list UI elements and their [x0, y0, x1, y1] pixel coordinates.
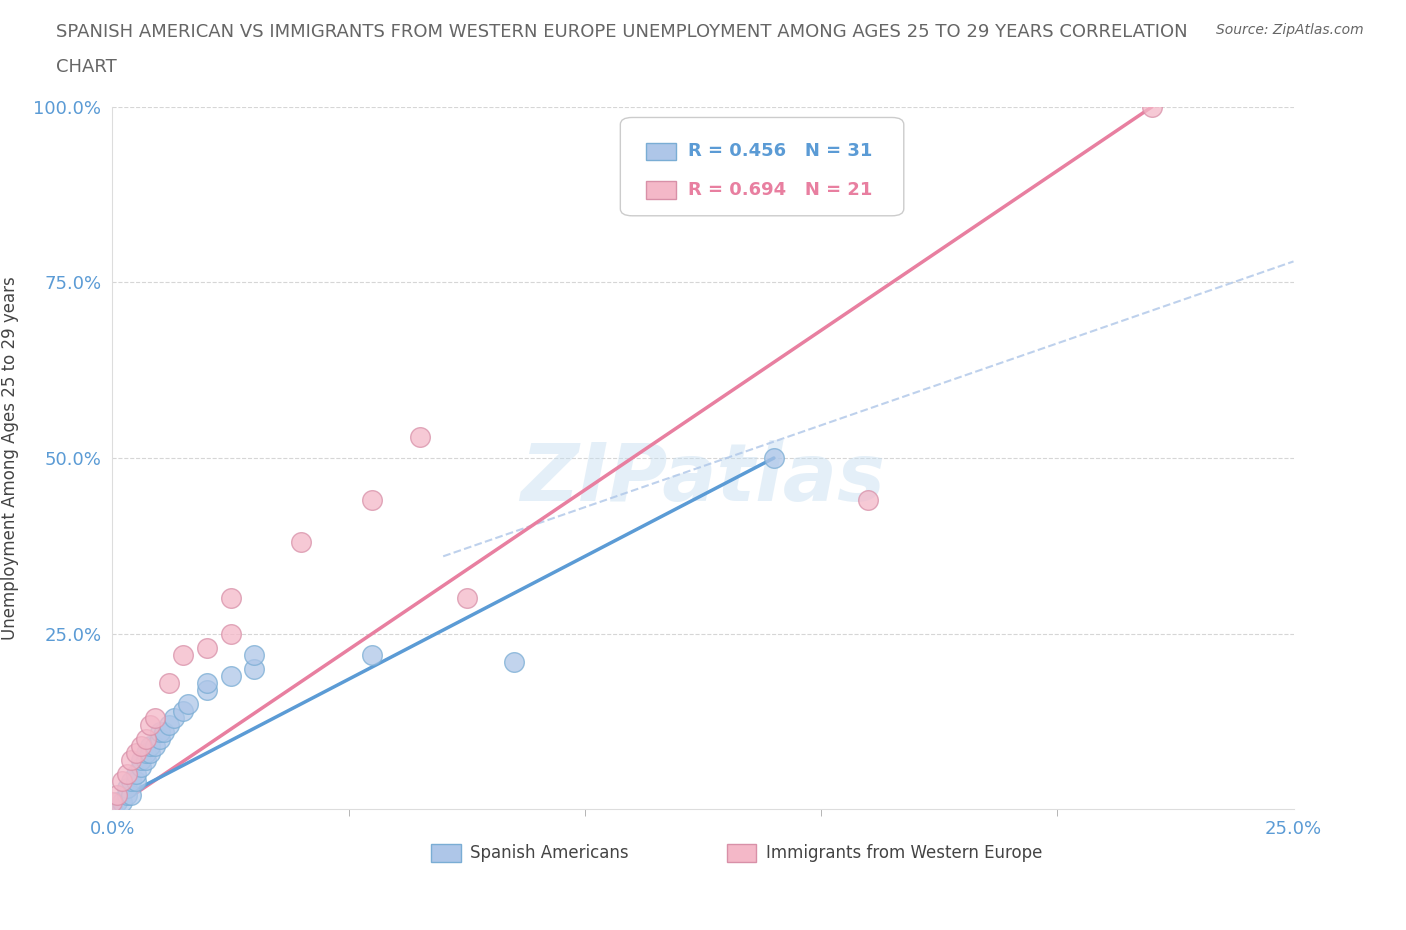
FancyBboxPatch shape — [727, 844, 756, 862]
Point — [135, 731, 157, 746]
Point — [361, 647, 384, 662]
Text: SPANISH AMERICAN VS IMMIGRANTS FROM WESTERN EUROPE UNEMPLOYMENT AMONG AGES 25 TO: SPANISH AMERICAN VS IMMIGRANTS FROM WEST… — [56, 23, 1188, 41]
FancyBboxPatch shape — [647, 142, 676, 160]
FancyBboxPatch shape — [432, 844, 461, 862]
Point — [105, 788, 128, 803]
Point — [101, 802, 124, 817]
Point — [143, 738, 166, 753]
Point — [163, 711, 186, 725]
Point — [129, 752, 152, 767]
Point — [172, 647, 194, 662]
Point — [157, 675, 180, 690]
Point — [129, 760, 152, 775]
Point — [149, 731, 172, 746]
Point — [243, 661, 266, 676]
Text: R = 0.694   N = 21: R = 0.694 N = 21 — [688, 181, 872, 199]
Point — [219, 626, 242, 641]
Point — [219, 591, 242, 606]
Point — [219, 669, 242, 684]
Point — [135, 746, 157, 761]
Point — [111, 774, 134, 789]
Point — [125, 746, 148, 761]
Point — [762, 451, 785, 466]
Point — [408, 430, 430, 445]
Point — [139, 746, 162, 761]
Point — [115, 788, 138, 803]
Point — [195, 675, 218, 690]
Point — [120, 774, 142, 789]
Point — [115, 766, 138, 781]
Point — [129, 738, 152, 753]
Point — [157, 717, 180, 732]
Point — [139, 717, 162, 732]
Point — [290, 535, 312, 550]
Point — [172, 703, 194, 718]
Point — [1140, 100, 1163, 114]
Point — [120, 752, 142, 767]
Point — [120, 788, 142, 803]
Point — [153, 724, 176, 739]
Text: Spanish Americans: Spanish Americans — [471, 844, 628, 862]
Y-axis label: Unemployment Among Ages 25 to 29 years: Unemployment Among Ages 25 to 29 years — [1, 276, 20, 640]
Point — [139, 738, 162, 753]
Point — [101, 794, 124, 809]
Text: Source: ZipAtlas.com: Source: ZipAtlas.com — [1216, 23, 1364, 37]
Point — [125, 766, 148, 781]
Point — [125, 774, 148, 789]
FancyBboxPatch shape — [647, 181, 676, 199]
Text: Immigrants from Western Europe: Immigrants from Western Europe — [766, 844, 1042, 862]
Point — [105, 794, 128, 809]
Point — [135, 752, 157, 767]
FancyBboxPatch shape — [620, 117, 904, 216]
Point — [456, 591, 478, 606]
Point — [195, 640, 218, 655]
Point — [195, 683, 218, 698]
Point — [115, 780, 138, 795]
Point — [177, 697, 200, 711]
Text: ZIPatlas: ZIPatlas — [520, 440, 886, 518]
Text: R = 0.456   N = 31: R = 0.456 N = 31 — [688, 142, 872, 161]
Point — [858, 493, 880, 508]
Point — [361, 493, 384, 508]
Text: CHART: CHART — [56, 58, 117, 75]
Point — [149, 724, 172, 739]
Point — [111, 794, 134, 809]
Point — [503, 654, 526, 669]
Point — [243, 647, 266, 662]
Point — [143, 711, 166, 725]
